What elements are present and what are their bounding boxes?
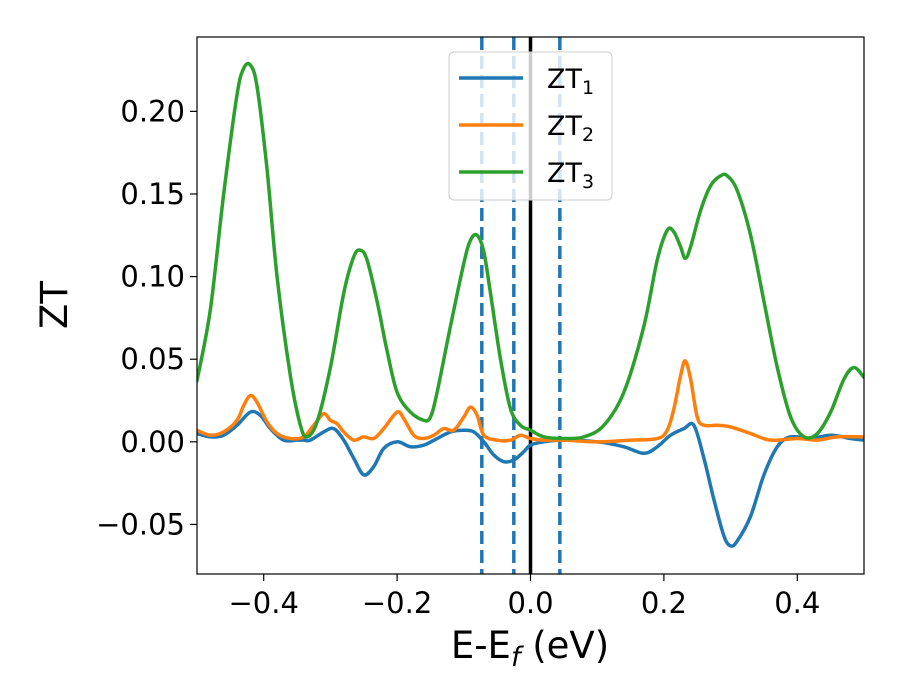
x-tick-label: 0.2	[641, 586, 687, 620]
y-axis: −0.05 0.00 0.05 0.10 0.15 0.20	[96, 94, 197, 541]
legend-label-zt2: ZT2	[547, 111, 594, 146]
y-tick-label: 0.15	[120, 177, 185, 211]
y-tick-label: 0.00	[120, 425, 185, 459]
legend: ZT1 ZT2 ZT3	[448, 51, 613, 201]
x-tick-label: −0.2	[362, 586, 432, 620]
x-tick-label: −0.4	[228, 586, 298, 620]
y-axis-label: ZT	[33, 281, 76, 329]
y-tick-label: 0.10	[120, 260, 185, 294]
y-tick-label: 0.20	[120, 94, 185, 128]
legend-label-zt3: ZT3	[547, 158, 594, 193]
x-axis-label-main: E-E	[451, 624, 511, 667]
x-tick-label: 0.4	[774, 586, 820, 620]
y-tick-label: −0.05	[96, 507, 185, 541]
series-group	[197, 61, 864, 548]
x-axis-label-unit: (eV)	[520, 624, 609, 667]
x-axis: −0.4 −0.2 0.0 0.2 0.4	[228, 574, 820, 620]
legend-label-zt1: ZT1	[547, 64, 594, 99]
series-line-zt1	[197, 409, 864, 548]
x-tick-label: 0.0	[507, 586, 553, 620]
x-axis-label: E-Ef (eV)	[451, 624, 609, 673]
series-line-zt2	[197, 359, 864, 444]
y-tick-label: 0.05	[120, 342, 185, 376]
series-line-zt3	[197, 61, 864, 441]
legend-box	[448, 51, 613, 201]
